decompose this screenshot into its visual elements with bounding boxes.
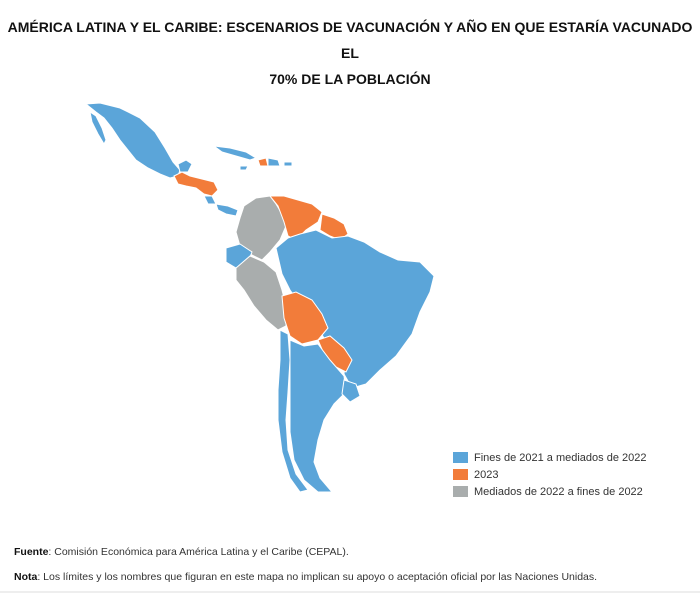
source-label: Fuente: [14, 546, 49, 558]
legend-item: Fines de 2021 a mediados de 2022: [453, 449, 646, 466]
region-central-america-orange: [173, 171, 219, 197]
region-panama: [215, 203, 239, 217]
region-puerto-rico: [283, 161, 293, 167]
legend-label: Mediados de 2022 a fines de 2022: [474, 485, 643, 498]
legend-item: Mediados de 2022 a fines de 2022: [453, 483, 646, 500]
note-label: Nota: [14, 571, 38, 583]
legend-swatch-orange: [453, 469, 468, 480]
note-text: : Los límites y los nombres que figuran …: [37, 571, 598, 583]
source-text: : Comisión Económica para América Latina…: [48, 546, 349, 558]
region-argentina: [289, 339, 347, 493]
region-guatemala: [177, 159, 193, 173]
legend-swatch-gray: [453, 486, 468, 497]
disclaimer-note: Nota: Los límites y los nombres que figu…: [14, 571, 597, 583]
region-chile: [277, 329, 309, 493]
bottom-divider: [0, 591, 700, 593]
region-venezuela: [268, 195, 323, 241]
legend-label: 2023: [474, 468, 499, 481]
legend-swatch-blue: [453, 452, 468, 463]
region-baja: [89, 110, 107, 146]
region-jamaica: [239, 165, 249, 171]
map-legend: Fines de 2021 a mediados de 2022 2023 Me…: [453, 449, 646, 500]
source-note: Fuente: Comisión Económica para América …: [14, 546, 349, 558]
legend-label: Fines de 2021 a mediados de 2022: [474, 451, 647, 464]
region-uruguay: [341, 379, 361, 403]
region-peru: [235, 255, 287, 331]
region-haiti: [257, 157, 269, 167]
region-bolivia: [281, 291, 329, 345]
latin-america-map: [84, 102, 435, 493]
map-title: AMÉRICA LATINA Y EL CARIBE: ESCENARIOS D…: [0, 14, 700, 92]
legend-item: 2023: [453, 466, 646, 483]
region-cuba: [212, 145, 258, 161]
region-dominican-republic: [267, 157, 281, 167]
region-costa-rica: [203, 195, 217, 205]
title-line-1: AMÉRICA LATINA Y EL CARIBE: ESCENARIOS D…: [7, 19, 693, 61]
region-mexico: [84, 102, 181, 179]
title-line-2: 70% DE LA POBLACIÓN: [269, 71, 431, 87]
